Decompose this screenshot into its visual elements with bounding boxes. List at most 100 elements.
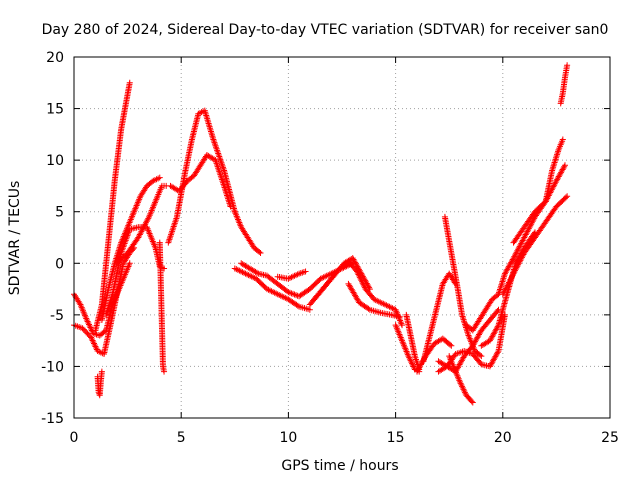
series-trace-x bbox=[446, 353, 476, 406]
data-point bbox=[86, 322, 93, 329]
y-axis-label: SDTVAR / TECUs bbox=[7, 181, 23, 296]
x-tick-label: 25 bbox=[601, 430, 619, 446]
data-point bbox=[358, 277, 365, 284]
data-point bbox=[562, 194, 569, 201]
data-point bbox=[87, 324, 94, 331]
data-point bbox=[564, 193, 571, 200]
data-point bbox=[227, 203, 234, 210]
data-point bbox=[561, 162, 568, 169]
data-point bbox=[360, 281, 367, 288]
data-point bbox=[406, 354, 413, 361]
series-trace-m bbox=[231, 265, 313, 313]
x-tick-label: 10 bbox=[279, 430, 297, 446]
data-point bbox=[83, 317, 90, 324]
data-point bbox=[501, 311, 508, 318]
series-trace-n bbox=[274, 268, 309, 282]
data-point bbox=[85, 319, 92, 326]
data-point bbox=[294, 302, 301, 309]
data-point bbox=[405, 353, 412, 360]
data-point bbox=[447, 341, 454, 348]
x-tick-label: 20 bbox=[494, 430, 512, 446]
x-tick-label: 0 bbox=[70, 430, 79, 446]
series-trace-b bbox=[71, 244, 138, 358]
data-point bbox=[126, 79, 133, 86]
plot-frame bbox=[73, 56, 611, 419]
data-point bbox=[469, 399, 476, 406]
y-tick-label: 20 bbox=[46, 50, 64, 66]
data-point bbox=[494, 323, 501, 330]
data-point bbox=[460, 386, 467, 393]
data-point bbox=[91, 341, 98, 348]
y-tick-label: 5 bbox=[55, 205, 64, 221]
data-point bbox=[409, 360, 416, 367]
data-point bbox=[88, 334, 95, 341]
x-tick-label: 15 bbox=[387, 430, 405, 446]
chart-title: Day 280 of 2024, Sidereal Day-to-day VTE… bbox=[42, 22, 609, 38]
data-point bbox=[156, 174, 163, 181]
data-point bbox=[461, 387, 468, 394]
data-point bbox=[98, 368, 105, 375]
data-point bbox=[494, 349, 501, 356]
y-tick-label: -10 bbox=[41, 359, 64, 375]
data-point bbox=[89, 337, 96, 344]
data-point bbox=[90, 339, 97, 346]
data-point bbox=[91, 340, 98, 347]
data-point bbox=[477, 352, 484, 359]
data-point bbox=[93, 344, 100, 351]
data-point bbox=[354, 269, 361, 276]
data-point bbox=[407, 357, 414, 364]
data-point bbox=[365, 305, 372, 312]
series-trace-g bbox=[113, 182, 170, 267]
data-point bbox=[161, 265, 168, 272]
data-point bbox=[396, 313, 403, 320]
data-point bbox=[126, 260, 133, 267]
series-trace-y bbox=[441, 213, 485, 360]
y-tick-label: -5 bbox=[50, 308, 64, 324]
data-point bbox=[302, 268, 309, 275]
data-point bbox=[408, 359, 415, 366]
data-point bbox=[406, 356, 413, 363]
data-point bbox=[399, 322, 406, 329]
data-point bbox=[306, 306, 313, 313]
data-point bbox=[257, 249, 264, 256]
x-axis-label: GPS time / hours bbox=[281, 458, 398, 474]
series-trace-d bbox=[94, 368, 105, 399]
data-point bbox=[461, 389, 468, 396]
data-point bbox=[457, 380, 464, 387]
y-tick-label: 15 bbox=[46, 102, 64, 118]
data-point bbox=[559, 136, 566, 143]
axis-ticks: 0 5 10 15 20 25 20 15 10 5 0 -5 -10 -15 bbox=[41, 50, 619, 446]
data-point bbox=[468, 398, 475, 405]
data-point bbox=[256, 248, 263, 255]
series-trace-f bbox=[103, 224, 168, 318]
y-tick-label: 10 bbox=[46, 153, 64, 169]
data-point bbox=[356, 274, 363, 281]
series-trace-k bbox=[231, 208, 264, 256]
plot-marks bbox=[71, 62, 571, 406]
data-point bbox=[409, 362, 416, 369]
series-trace-j bbox=[167, 151, 234, 210]
y-tick-label: -15 bbox=[41, 411, 64, 427]
data-point bbox=[86, 321, 93, 328]
series-trace-i bbox=[165, 107, 238, 246]
data-point bbox=[84, 318, 91, 325]
data-point bbox=[458, 381, 465, 388]
data-point bbox=[456, 378, 463, 385]
series-trace-z bbox=[463, 198, 549, 334]
data-point bbox=[361, 283, 368, 290]
series-trace-ad bbox=[542, 136, 566, 205]
data-point bbox=[88, 336, 95, 343]
series-trace-u bbox=[420, 270, 459, 365]
data-point bbox=[459, 383, 466, 390]
x-tick-label: 5 bbox=[177, 430, 186, 446]
data-point bbox=[76, 300, 83, 307]
data-point bbox=[355, 271, 362, 278]
series-trace-ab bbox=[499, 193, 571, 298]
data-point bbox=[448, 342, 455, 349]
data-point bbox=[564, 62, 571, 69]
data-point bbox=[253, 269, 260, 276]
data-point bbox=[354, 268, 361, 275]
data-point bbox=[145, 215, 152, 222]
data-point bbox=[459, 384, 466, 391]
